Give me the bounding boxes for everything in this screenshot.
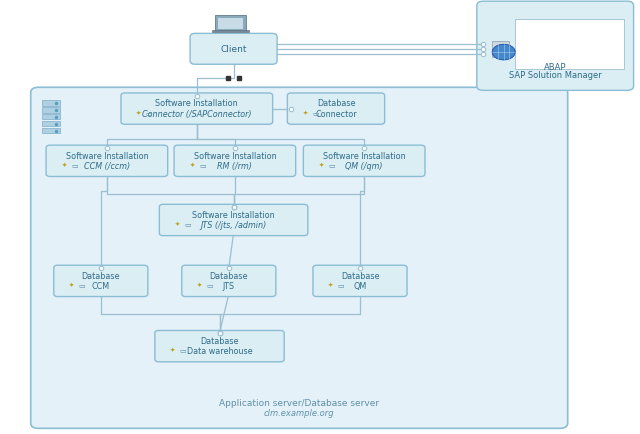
FancyBboxPatch shape xyxy=(303,146,425,177)
Text: ✦: ✦ xyxy=(136,110,141,115)
FancyBboxPatch shape xyxy=(46,146,168,177)
FancyBboxPatch shape xyxy=(215,16,246,32)
Text: Software Installation: Software Installation xyxy=(156,99,238,108)
FancyBboxPatch shape xyxy=(121,94,273,125)
Text: Database: Database xyxy=(317,99,355,108)
FancyBboxPatch shape xyxy=(313,266,407,297)
Text: ✦: ✦ xyxy=(189,162,195,168)
Text: SAP Solution Manager: SAP Solution Manager xyxy=(509,71,602,79)
FancyBboxPatch shape xyxy=(42,129,60,134)
Text: Connector: Connector xyxy=(315,110,357,118)
Text: Software Installation: Software Installation xyxy=(323,151,406,160)
Text: ▭: ▭ xyxy=(180,347,186,353)
Text: ✦: ✦ xyxy=(319,162,324,168)
Text: CCM (/ccm): CCM (/ccm) xyxy=(84,162,130,171)
FancyBboxPatch shape xyxy=(477,2,634,91)
Text: ✦: ✦ xyxy=(61,162,67,168)
Text: ▭: ▭ xyxy=(328,162,335,168)
FancyBboxPatch shape xyxy=(218,19,243,30)
FancyBboxPatch shape xyxy=(492,42,509,58)
Text: ABAP: ABAP xyxy=(544,63,567,72)
Text: ▭: ▭ xyxy=(338,282,344,288)
FancyBboxPatch shape xyxy=(42,101,60,106)
FancyBboxPatch shape xyxy=(182,266,276,297)
Text: RM (/rm): RM (/rm) xyxy=(218,162,252,171)
FancyBboxPatch shape xyxy=(174,146,296,177)
Text: ✦: ✦ xyxy=(69,282,74,287)
Text: Application server/Database server: Application server/Database server xyxy=(219,398,380,407)
FancyBboxPatch shape xyxy=(31,88,568,428)
Text: ▭: ▭ xyxy=(71,162,77,168)
Circle shape xyxy=(492,45,515,61)
Text: CCM: CCM xyxy=(92,282,110,290)
Text: ✦: ✦ xyxy=(175,221,180,227)
Text: ▭: ▭ xyxy=(184,221,191,227)
FancyBboxPatch shape xyxy=(42,115,60,120)
Text: ▭: ▭ xyxy=(312,110,319,116)
Text: QM (/qm): QM (/qm) xyxy=(346,162,383,171)
Text: Data warehouse: Data warehouse xyxy=(187,347,252,355)
FancyBboxPatch shape xyxy=(212,31,249,33)
Text: Database: Database xyxy=(209,271,248,280)
Text: Database: Database xyxy=(340,271,380,280)
FancyBboxPatch shape xyxy=(190,34,277,65)
Text: ✦: ✦ xyxy=(303,110,308,115)
FancyBboxPatch shape xyxy=(159,205,308,236)
Text: ✦: ✦ xyxy=(197,282,202,287)
Text: ▭: ▭ xyxy=(199,162,205,168)
FancyBboxPatch shape xyxy=(42,108,60,113)
Text: Software Installation: Software Installation xyxy=(65,151,148,160)
FancyBboxPatch shape xyxy=(155,331,284,362)
Text: JTS: JTS xyxy=(223,282,235,290)
Text: ▭: ▭ xyxy=(146,110,152,116)
FancyBboxPatch shape xyxy=(515,20,624,69)
Text: Client: Client xyxy=(220,45,247,54)
FancyBboxPatch shape xyxy=(287,94,385,125)
Text: ✦: ✦ xyxy=(170,347,175,352)
Text: clm.example.org: clm.example.org xyxy=(264,408,335,417)
Text: QM: QM xyxy=(353,282,367,290)
Text: Database: Database xyxy=(81,271,120,280)
Text: ▭: ▭ xyxy=(207,282,213,288)
Text: Software Installation: Software Installation xyxy=(192,210,275,219)
Text: Connector (/SAPConnector): Connector (/SAPConnector) xyxy=(142,110,252,118)
Text: Database: Database xyxy=(200,336,239,345)
Text: ▭: ▭ xyxy=(79,282,85,288)
Text: ✦: ✦ xyxy=(328,282,333,287)
FancyBboxPatch shape xyxy=(54,266,148,297)
Text: JTS (/jts, /admin): JTS (/jts, /admin) xyxy=(200,221,267,230)
Text: Software Installation: Software Installation xyxy=(193,151,276,160)
FancyBboxPatch shape xyxy=(42,122,60,127)
